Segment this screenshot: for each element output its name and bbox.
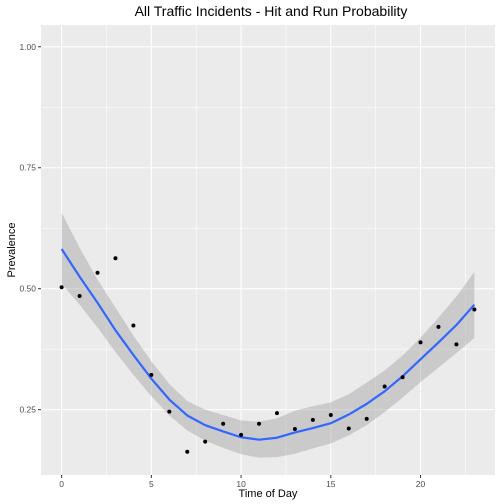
- data-point: [328, 413, 333, 417]
- x-tick-label: 20: [416, 479, 426, 489]
- data-point: [400, 375, 405, 380]
- x-axis: 0 5 10 15 20: [59, 475, 426, 489]
- data-point: [436, 324, 441, 329]
- data-point: [185, 449, 190, 454]
- major-gridlines: [41, 25, 495, 475]
- confidence-ribbon: [61, 212, 475, 458]
- x-axis-title: Time of Day: [239, 488, 298, 500]
- x-tick-label: 0: [59, 479, 64, 489]
- y-axis: 0.25 0.50 0.75 1.00: [19, 42, 41, 415]
- smooth-line: [60, 248, 476, 441]
- data-point: [59, 285, 64, 290]
- data-point: [167, 409, 172, 414]
- data-point: [292, 427, 297, 432]
- chart-title: All Traffic Incidents - Hit and Run Prob…: [135, 3, 408, 19]
- data-point: [95, 270, 100, 275]
- data-points: [59, 256, 477, 454]
- x-tick-label: 5: [149, 479, 154, 489]
- data-point: [149, 372, 154, 377]
- data-point: [221, 421, 226, 426]
- data-point: [346, 426, 351, 431]
- y-tick-label: 0.50: [19, 284, 36, 294]
- data-point: [310, 417, 315, 422]
- data-point: [472, 307, 477, 312]
- data-point: [203, 439, 208, 444]
- y-tick-label: 0.75: [19, 163, 36, 173]
- data-point: [77, 293, 82, 298]
- data-point: [113, 256, 118, 261]
- data-point: [454, 342, 459, 347]
- y-axis-title: Prevalence: [6, 222, 18, 277]
- data-point: [239, 432, 244, 437]
- data-point: [257, 421, 262, 426]
- y-tick-label: 1.00: [19, 42, 36, 52]
- plot-panel: [41, 25, 495, 475]
- y-tick-label: 0.25: [19, 405, 36, 415]
- x-tick-label: 15: [326, 479, 336, 489]
- data-point: [131, 323, 136, 328]
- data-point: [418, 340, 423, 345]
- minor-gridlines: [41, 25, 495, 475]
- data-point: [274, 411, 279, 416]
- x-tick-label: 10: [236, 479, 246, 489]
- data-point: [364, 416, 369, 421]
- data-point: [382, 384, 387, 389]
